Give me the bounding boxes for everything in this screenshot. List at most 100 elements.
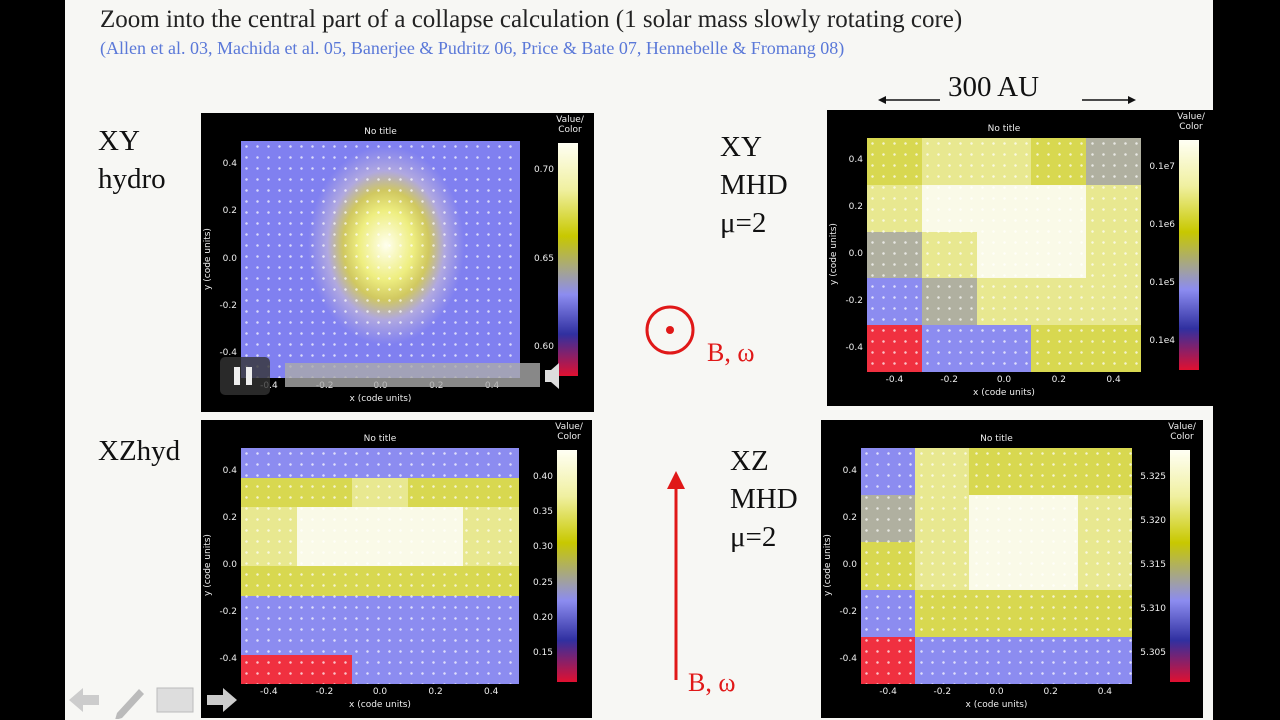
panel-label: XY hydro xyxy=(98,122,166,198)
y-tick-label: 0.2 xyxy=(848,202,863,213)
previous-button[interactable] xyxy=(69,688,99,712)
y-tick-label: -0.2 xyxy=(219,300,237,311)
colorbar-title: Value/ Color xyxy=(1168,422,1196,442)
plot-area xyxy=(241,141,520,378)
colorbar-tick-label: 0.40 xyxy=(532,472,553,482)
colorbar-tick-label: 0.30 xyxy=(532,542,553,553)
y-tick-label: 0.4 xyxy=(222,158,237,169)
colorbar-tick-label: 0.1e5 xyxy=(1149,278,1175,288)
x-tick-label: 0.0 xyxy=(372,687,388,697)
video-controls xyxy=(220,357,559,395)
y-tick-label: -0.2 xyxy=(845,295,863,306)
y-tick-label: 0.0 xyxy=(222,253,237,264)
label-line: XY xyxy=(720,131,762,163)
x-tick-label: 0.2 xyxy=(1051,375,1066,385)
x-tick-label: 0.4 xyxy=(1106,375,1121,385)
plot-title: No title xyxy=(363,434,397,444)
x-axis-label: x (code units) xyxy=(973,388,1035,398)
x-tick-label: -0.4 xyxy=(879,687,897,697)
plot-panel: No title Value/ Color 5.325 5.320 5.315 5.310… xyxy=(821,420,1203,718)
field-arrow xyxy=(667,471,685,680)
label-line: MHD xyxy=(720,169,788,201)
colorbar-tick-label: 0.1e6 xyxy=(1149,220,1175,230)
colorbar-tick-label: 0.70 xyxy=(533,165,554,175)
colorbar-tick-label: 0.35 xyxy=(532,507,553,518)
y-tick-label: 0.0 xyxy=(848,249,863,259)
progress-bar[interactable] xyxy=(285,363,540,387)
y-tick-label: -0.2 xyxy=(219,607,237,618)
plot-panel: No title Value/ Color 0.1e7 0.1e6 0.1e5 0.1e4… xyxy=(827,110,1213,406)
y-tick-label: 0.2 xyxy=(842,512,857,523)
pen-button[interactable] xyxy=(115,689,144,719)
y-tick-label: 0.2 xyxy=(222,512,237,523)
pause-button[interactable] xyxy=(220,357,270,395)
x-tick-label: 0.4 xyxy=(484,687,499,697)
label-line: XZhyd xyxy=(98,435,181,467)
panel-label: XZhyd xyxy=(98,432,180,470)
field-out-of-plane-symbol xyxy=(645,305,695,355)
plot-title: No title xyxy=(987,124,1021,134)
y-tick-label: -0.2 xyxy=(839,607,857,618)
y-tick-label: -0.4 xyxy=(219,654,237,665)
colorbar xyxy=(1179,140,1199,370)
volume-button[interactable] xyxy=(545,363,559,389)
colorbar-tick-label: 0.1e4 xyxy=(1149,336,1175,346)
x-tick-label: 0.4 xyxy=(1097,687,1113,697)
plot-title: No title xyxy=(364,127,397,137)
colorbar-tick-label: 5.305 xyxy=(1140,648,1166,658)
field-label: B, ω xyxy=(707,338,755,367)
slide-navigation xyxy=(69,687,237,719)
vector-field xyxy=(867,138,1141,372)
menu-button[interactable] xyxy=(156,687,194,713)
label-line: μ=2 xyxy=(730,521,777,553)
y-tick-label: 0.2 xyxy=(222,206,237,217)
y-tick-label: -0.4 xyxy=(845,342,863,353)
slide-title: Zoom into the central part of a collapse… xyxy=(100,6,963,33)
panel-label: XZ MHD μ=2 xyxy=(730,442,798,556)
colorbar-tick-label: 5.315 xyxy=(1140,560,1166,570)
vector-field xyxy=(861,448,1132,684)
colorbar-tick-label: 0.1e7 xyxy=(1149,162,1175,172)
x-axis-label: x (code units) xyxy=(349,394,412,404)
x-tick-label: -0.2 xyxy=(315,687,334,697)
y-tick-label: 0.0 xyxy=(842,560,857,570)
y-tick-label: -0.4 xyxy=(839,654,857,665)
colorbar-tick-label: 5.320 xyxy=(1140,516,1166,526)
citation: (Allen et al. 03, Machida et al. 05, Ban… xyxy=(100,38,845,58)
scale-label: 300 AU xyxy=(948,71,1040,103)
y-tick-label: 0.0 xyxy=(222,560,237,570)
colorbar-tick-label: 0.15 xyxy=(532,648,553,658)
y-tick-label: 0.4 xyxy=(222,465,237,476)
y-axis-label: y (code units) xyxy=(203,227,213,290)
colorbar-tick-label: 0.25 xyxy=(532,577,553,588)
label-line: hydro xyxy=(98,163,166,195)
x-tick-label: -0.2 xyxy=(933,687,952,697)
y-tick-label: 0.4 xyxy=(842,465,857,476)
y-axis-label: y (code units) xyxy=(203,534,213,596)
plot-area xyxy=(241,448,519,684)
colorbar-tick-label: 0.20 xyxy=(532,612,553,623)
colorbar-tick-label: 5.325 xyxy=(1140,472,1166,482)
label-line: XY xyxy=(98,125,140,157)
plot-title: No title xyxy=(980,434,1013,444)
plot-panel: No title Value/ Color 0.40 0.35 0.30 0.25 0.20… xyxy=(201,420,592,718)
label-line: μ=2 xyxy=(720,207,767,239)
x-tick-label: -0.4 xyxy=(885,375,904,385)
x-tick-label: 0.0 xyxy=(989,687,1004,697)
x-axis-label: x (code units) xyxy=(349,700,411,710)
colorbar-title: Value/ Color xyxy=(1177,112,1205,132)
plot-area xyxy=(861,448,1132,684)
next-button[interactable] xyxy=(207,688,237,712)
x-tick-label: 0.2 xyxy=(428,687,443,697)
x-tick-label: -0.4 xyxy=(260,687,278,697)
x-tick-label: -0.2 xyxy=(940,375,958,385)
colorbar-title: Value/ Color xyxy=(555,422,583,442)
vector-field xyxy=(241,141,520,378)
x-tick-label: 0.2 xyxy=(1043,687,1058,697)
colorbar-tick-label: 0.60 xyxy=(533,342,554,352)
label-line: MHD xyxy=(730,483,798,515)
plot-area xyxy=(867,138,1141,372)
y-tick-label: 0.4 xyxy=(848,155,863,166)
colorbar-title: Value/ Color xyxy=(556,115,584,135)
